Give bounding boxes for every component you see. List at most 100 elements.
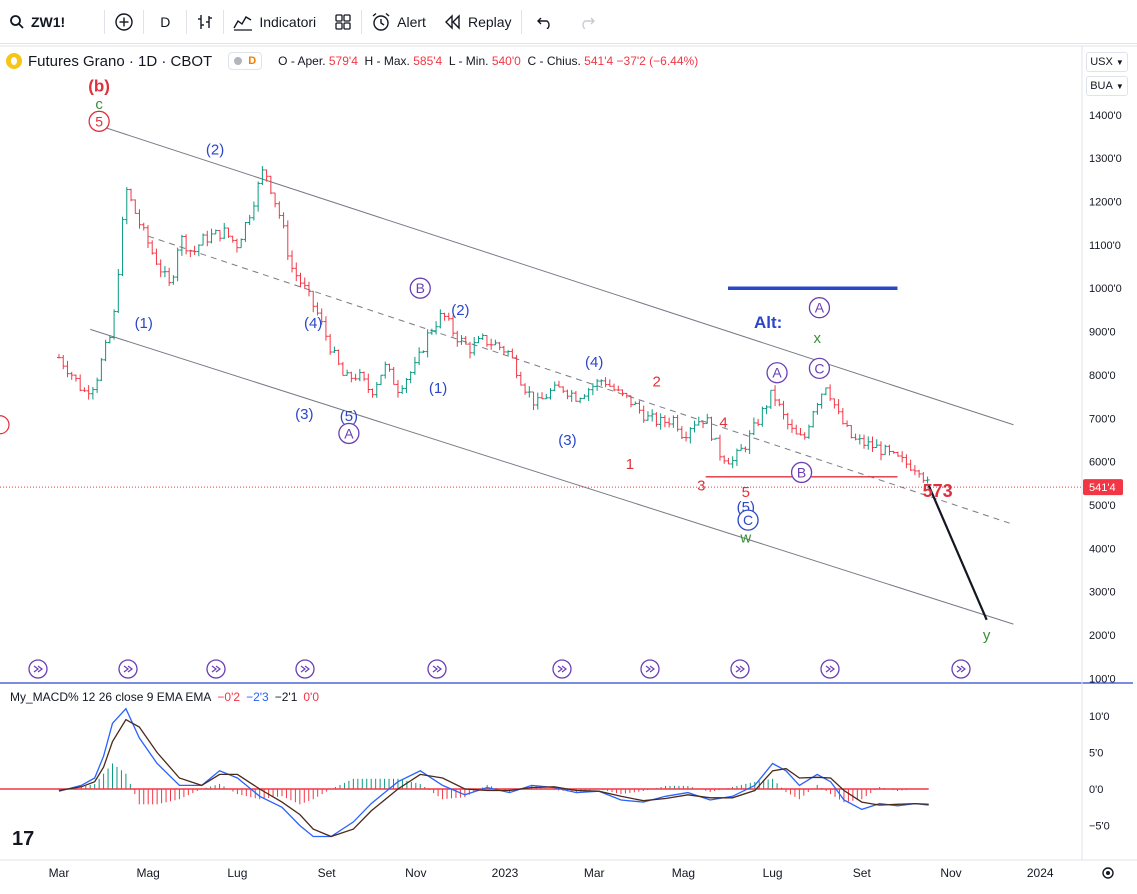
divider [223, 9, 225, 34]
wave-label: (3) [295, 406, 313, 423]
event-marker-icon [118, 659, 138, 679]
wave-label-circle [808, 357, 831, 380]
undo-button[interactable] [522, 0, 568, 44]
high-label: H - Max. [364, 54, 410, 68]
alert-button[interactable]: Alert [362, 0, 435, 44]
wave-label: A [772, 365, 782, 381]
price-tick-label: 1200'0 [1089, 197, 1122, 209]
alert-label: Alert [397, 13, 426, 30]
gear-icon [1102, 867, 1114, 879]
compare-button[interactable] [105, 0, 143, 44]
channel-lines [90, 125, 1014, 625]
market-status-pill[interactable]: D [228, 52, 263, 70]
time-tick-label: Mar [49, 866, 70, 880]
macd-name: My_MACD% 12 26 close 9 EMA EMA [10, 690, 212, 704]
event-marker-icon [552, 659, 572, 679]
replay-icon [444, 13, 460, 30]
indicators-button[interactable]: Indicatori [224, 0, 325, 44]
wave-label: w [739, 529, 751, 546]
wave-label: 3 [697, 477, 705, 494]
price-tick-label: 1300'0 [1089, 153, 1122, 165]
time-tick-label: Lug [227, 866, 247, 880]
alarm-clock-icon [372, 12, 390, 31]
search-icon [10, 14, 24, 29]
price-tick-label: 1100'0 [1089, 240, 1121, 252]
time-tick-label: Mag [137, 866, 160, 880]
chevron-down-icon: ▼ [1115, 57, 1124, 67]
wave-label: (3) [558, 432, 576, 449]
price-tick-label: 500'0 [1089, 500, 1116, 512]
wave-label: 1 [626, 456, 634, 473]
macd-hist-value: −0'2 [217, 690, 241, 704]
redo-button[interactable] [568, 0, 606, 44]
wave-label: 5 [742, 484, 750, 501]
event-arrow-icon [432, 665, 442, 673]
close-label: C - Chius. [527, 54, 581, 68]
time-tick-label: Lug [763, 866, 783, 880]
channel-lower-line [90, 328, 1014, 625]
wave-label-circle [766, 362, 788, 384]
low-value: 540'0 [491, 54, 521, 68]
macd-line [58, 707, 929, 838]
wave-label: C [814, 360, 824, 376]
price-tick-label: 200'0 [1089, 630, 1116, 642]
event-markers [28, 659, 971, 679]
chart-type-button[interactable] [187, 0, 223, 44]
gear-icon-center [1106, 871, 1110, 875]
wave-label: B [797, 464, 806, 480]
macd-signal-value: −2'1 [274, 690, 298, 704]
wave-label: (5) [340, 408, 358, 425]
chart-title[interactable]: Futures Grano · 1D · CBOT [28, 52, 213, 70]
chart-misc: 17 [12, 828, 1114, 879]
event-arrow-icon [211, 665, 221, 673]
price-axis: 1400'0 1300'0 1200'0 1100'0 1000'0 900'0 800'0… [1083, 110, 1123, 685]
currency-button[interactable]: USX ▼ [1086, 52, 1128, 72]
time-tick-label: 2024 [1027, 866, 1054, 880]
symbol-search[interactable]: ZW1! [0, 0, 74, 44]
macd-pane: 10'0 5'0 0'0 −5'0 [0, 707, 1110, 838]
tradingview-logo-icon: 17 [12, 828, 34, 850]
wave-label: (2) [206, 141, 224, 158]
event-arrow-icon [300, 665, 310, 673]
price-tick-label: 1400'0 [1089, 110, 1122, 122]
wave-label-circle [737, 509, 759, 531]
wave-label: (1) [429, 380, 447, 397]
price-tick-label: 1000'0 [1089, 283, 1122, 295]
wave-label: A [344, 425, 354, 441]
time-tick-label: Nov [940, 866, 961, 880]
divider [186, 9, 188, 34]
time-tick-label: Mar [584, 866, 605, 880]
channel-upper-line [98, 125, 1014, 426]
undo-icon [536, 17, 550, 29]
top-toolbar: ZW1! D [0, 0, 1137, 44]
time-tick-label: Mag [672, 866, 695, 880]
replay-button[interactable]: Replay [435, 0, 521, 44]
macd-legend[interactable]: My_MACD% 12 26 close 9 EMA EMA −0'2 −2'3… [10, 690, 319, 704]
wave-label: 2 [652, 373, 660, 390]
open-value: 579'4 [328, 54, 358, 68]
event-marker-icon [640, 659, 660, 679]
symbol-logo-icon [6, 53, 22, 69]
event-marker-icon [295, 659, 315, 679]
price-tick-label: 900'0 [1089, 327, 1116, 339]
last-price-label: 541'4 [1089, 482, 1116, 494]
open-label: O - Aper. [278, 54, 326, 68]
price-bars [57, 166, 930, 484]
divider [520, 9, 522, 34]
high-value: 585'4 [413, 54, 443, 68]
divider [143, 9, 145, 34]
unit-button[interactable]: BUA ▼ [1086, 76, 1128, 96]
wave-label: (4) [585, 354, 603, 371]
grid-icon [335, 13, 351, 30]
ohlc-values: O - Aper. 579'4 H - Max. 585'4 L - Min. … [278, 54, 698, 68]
layouts-button[interactable] [325, 0, 361, 44]
wave-label: (4) [304, 315, 322, 332]
time-tick-label: Set [853, 866, 872, 880]
event-arrow-icon [33, 665, 43, 673]
interval-button[interactable]: D [144, 0, 186, 44]
macd-extra-value: 0'0 [303, 690, 320, 704]
interval-label: D [160, 13, 171, 30]
event-arrow-icon [735, 665, 745, 673]
